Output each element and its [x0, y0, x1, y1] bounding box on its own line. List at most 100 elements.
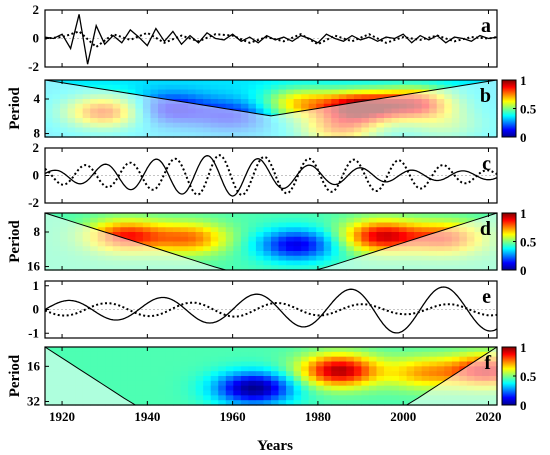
heatmap-cell	[127, 351, 136, 358]
heatmap-cell	[255, 99, 265, 105]
heatmap-cell	[255, 366, 265, 372]
heatmap-cell	[67, 351, 76, 358]
heatmap-cell	[240, 376, 249, 382]
heatmap-cell	[218, 232, 227, 238]
heatmap-cell	[105, 361, 114, 367]
heatmap-cell	[391, 236, 400, 243]
heatmap-cell	[406, 89, 415, 95]
heatmap-cell	[293, 390, 302, 396]
heatmap-cell	[97, 361, 106, 367]
heatmap-cell	[316, 385, 325, 392]
heatmap-cell	[195, 361, 204, 367]
heatmap-cell	[301, 80, 310, 86]
heatmap-cell	[346, 395, 355, 401]
heatmap-cell	[353, 246, 362, 252]
heatmap-cell	[180, 395, 189, 401]
heatmap-cell	[414, 366, 423, 372]
heatmap-cell	[105, 222, 114, 228]
heatmap-cell	[271, 347, 280, 353]
heatmap-cell	[286, 80, 295, 86]
heatmap-cell	[293, 385, 302, 392]
heatmap-cell	[248, 265, 257, 271]
heatmap-cell	[233, 236, 242, 243]
heatmap-cell	[308, 222, 317, 228]
heatmap-cell	[346, 376, 355, 382]
heatmap-cell	[391, 351, 400, 358]
heatmap-cell	[263, 246, 272, 252]
heatmap-cell	[421, 227, 430, 233]
heatmap-cell	[444, 371, 453, 377]
heatmap-cell	[384, 232, 393, 238]
heatmap-cell	[158, 347, 167, 353]
heatmap-cell	[368, 366, 378, 372]
heatmap-cell	[263, 232, 272, 238]
heatmap-cell	[210, 361, 219, 367]
heatmap-cell	[376, 356, 385, 363]
heatmap-cell	[173, 366, 182, 372]
heatmap-cell	[346, 251, 355, 257]
heatmap-cell	[240, 400, 249, 406]
heatmap-cell	[368, 241, 378, 247]
heatmap-cell	[406, 390, 415, 396]
heatmap-cell	[293, 103, 302, 110]
heatmap-cell	[436, 84, 445, 91]
heatmap-cell	[127, 222, 136, 228]
heatmap-cell	[120, 217, 129, 224]
heatmap-cell	[158, 400, 167, 406]
heatmap-cell	[225, 255, 234, 262]
heatmap-cell	[248, 241, 257, 247]
heatmap-cell	[436, 376, 445, 382]
heatmap-cell	[353, 390, 362, 396]
x-tick-label: 1940	[134, 409, 160, 424]
heatmap-cell	[346, 236, 355, 243]
heatmap-cell	[210, 351, 219, 358]
heatmap-cell	[255, 84, 265, 91]
heatmap-cell	[173, 222, 182, 228]
heatmap-cell	[353, 80, 362, 86]
heatmap-cell	[218, 347, 227, 353]
heatmap-cell	[225, 251, 234, 257]
heatmap-cell	[82, 366, 91, 372]
heatmap-cell	[158, 222, 167, 228]
heatmap-cell	[414, 390, 423, 396]
heatmap-cell	[225, 260, 234, 266]
heatmap-cell	[361, 80, 370, 86]
heatmap-cell	[271, 356, 280, 363]
heatmap-cell	[218, 395, 227, 401]
heatmap-cell	[391, 84, 400, 91]
heatmap-cell	[384, 356, 393, 363]
heatmap-cell	[308, 213, 317, 219]
heatmap-cell	[451, 356, 460, 363]
heatmap-cell	[399, 395, 408, 401]
heatmap-cell	[127, 89, 136, 95]
heatmap-cell	[105, 380, 114, 387]
heatmap-cell	[301, 213, 310, 219]
heatmap-cell	[90, 217, 99, 224]
heatmap-cell	[406, 236, 415, 243]
heatmap-cell	[218, 227, 227, 233]
heatmap-cell	[233, 260, 242, 266]
heatmap-cell	[180, 376, 189, 382]
heatmap-cell	[248, 356, 257, 363]
heatmap-cell	[406, 232, 415, 238]
heatmap-cell	[173, 361, 182, 367]
heatmap-cell	[173, 241, 182, 247]
heatmap-cell	[308, 380, 317, 387]
heatmap-cell	[376, 361, 385, 367]
heatmap-cell	[368, 227, 378, 233]
y-tick-label: 0	[33, 31, 40, 46]
heatmap-cell	[188, 80, 197, 86]
heatmap-cell	[414, 80, 423, 86]
heatmap-cell	[278, 84, 287, 91]
heatmap-cell	[240, 108, 249, 114]
heatmap-cell	[316, 94, 325, 100]
heatmap-cell	[240, 222, 249, 228]
heatmap-cell	[421, 361, 430, 367]
y-tick-label: 1	[33, 278, 40, 293]
heatmap-cell	[248, 361, 257, 367]
heatmap-cell	[158, 227, 167, 233]
heatmap-cell	[173, 390, 182, 396]
heatmap-cell	[105, 347, 114, 353]
heatmap-cell	[384, 89, 393, 95]
heatmap-cell	[105, 213, 114, 219]
